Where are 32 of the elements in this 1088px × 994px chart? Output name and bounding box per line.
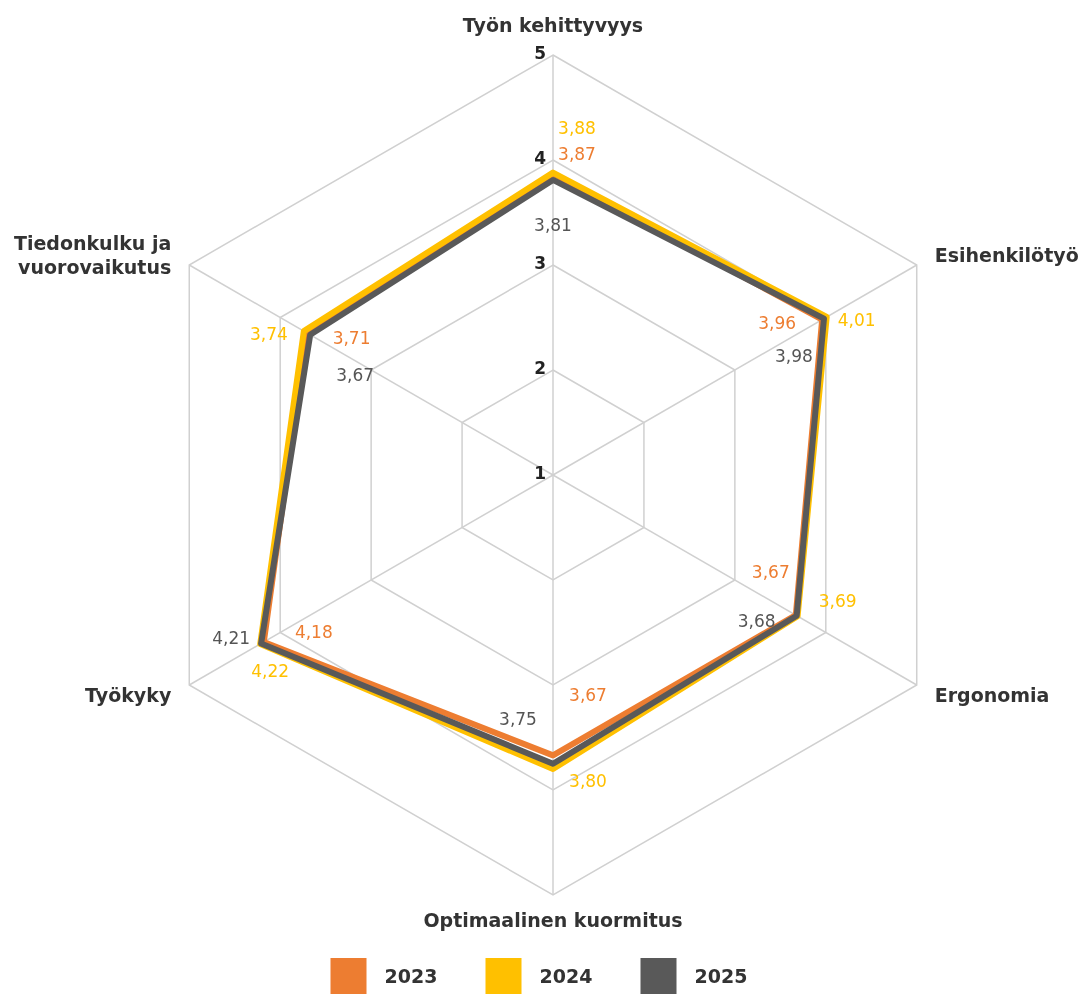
- data-label: 4,01: [837, 309, 876, 330]
- data-label: 3,71: [332, 327, 371, 348]
- legend-label: 2023: [384, 964, 438, 987]
- data-label: 3,80: [569, 770, 607, 791]
- spoke-label: Työkyky: [85, 683, 172, 706]
- data-label: 3,67: [336, 364, 375, 385]
- data-label: 4,18: [294, 621, 333, 642]
- spoke-label: Optimaalinen kuormitus: [423, 908, 683, 931]
- y-tick-label: 2: [534, 357, 546, 378]
- y-tick-label: 4: [534, 147, 547, 168]
- y-tick-label: 3: [534, 252, 546, 273]
- data-label: 3,69: [818, 591, 857, 612]
- data-label: 4,22: [251, 661, 290, 681]
- legend-label: 2025: [694, 964, 748, 987]
- data-label: 3,96: [758, 312, 797, 333]
- spoke-label: Työn kehittyvyys: [462, 13, 644, 36]
- data-label: 3,68: [737, 610, 776, 631]
- spoke-label: Tiedonkulku ja vuorovaikutus: [13, 231, 172, 278]
- data-label: 3,88: [558, 117, 596, 138]
- data-label: 3,81: [534, 214, 572, 235]
- data-label: 3,74: [249, 324, 288, 345]
- y-tick-label: 5: [534, 42, 546, 63]
- data-label: 3,67: [569, 685, 607, 706]
- data-label: 3,87: [558, 143, 596, 164]
- data-label: 4,21: [212, 628, 251, 649]
- spoke-label: Ergonomia: [934, 683, 1050, 706]
- y-tick-label: 1: [534, 462, 546, 483]
- spoke-label: Esihenkilötyö: [934, 243, 1079, 266]
- legend-label: 2024: [539, 964, 593, 987]
- data-label: 3,98: [775, 345, 813, 366]
- data-label: 3,67: [751, 562, 790, 583]
- data-label: 3,75: [499, 708, 537, 729]
